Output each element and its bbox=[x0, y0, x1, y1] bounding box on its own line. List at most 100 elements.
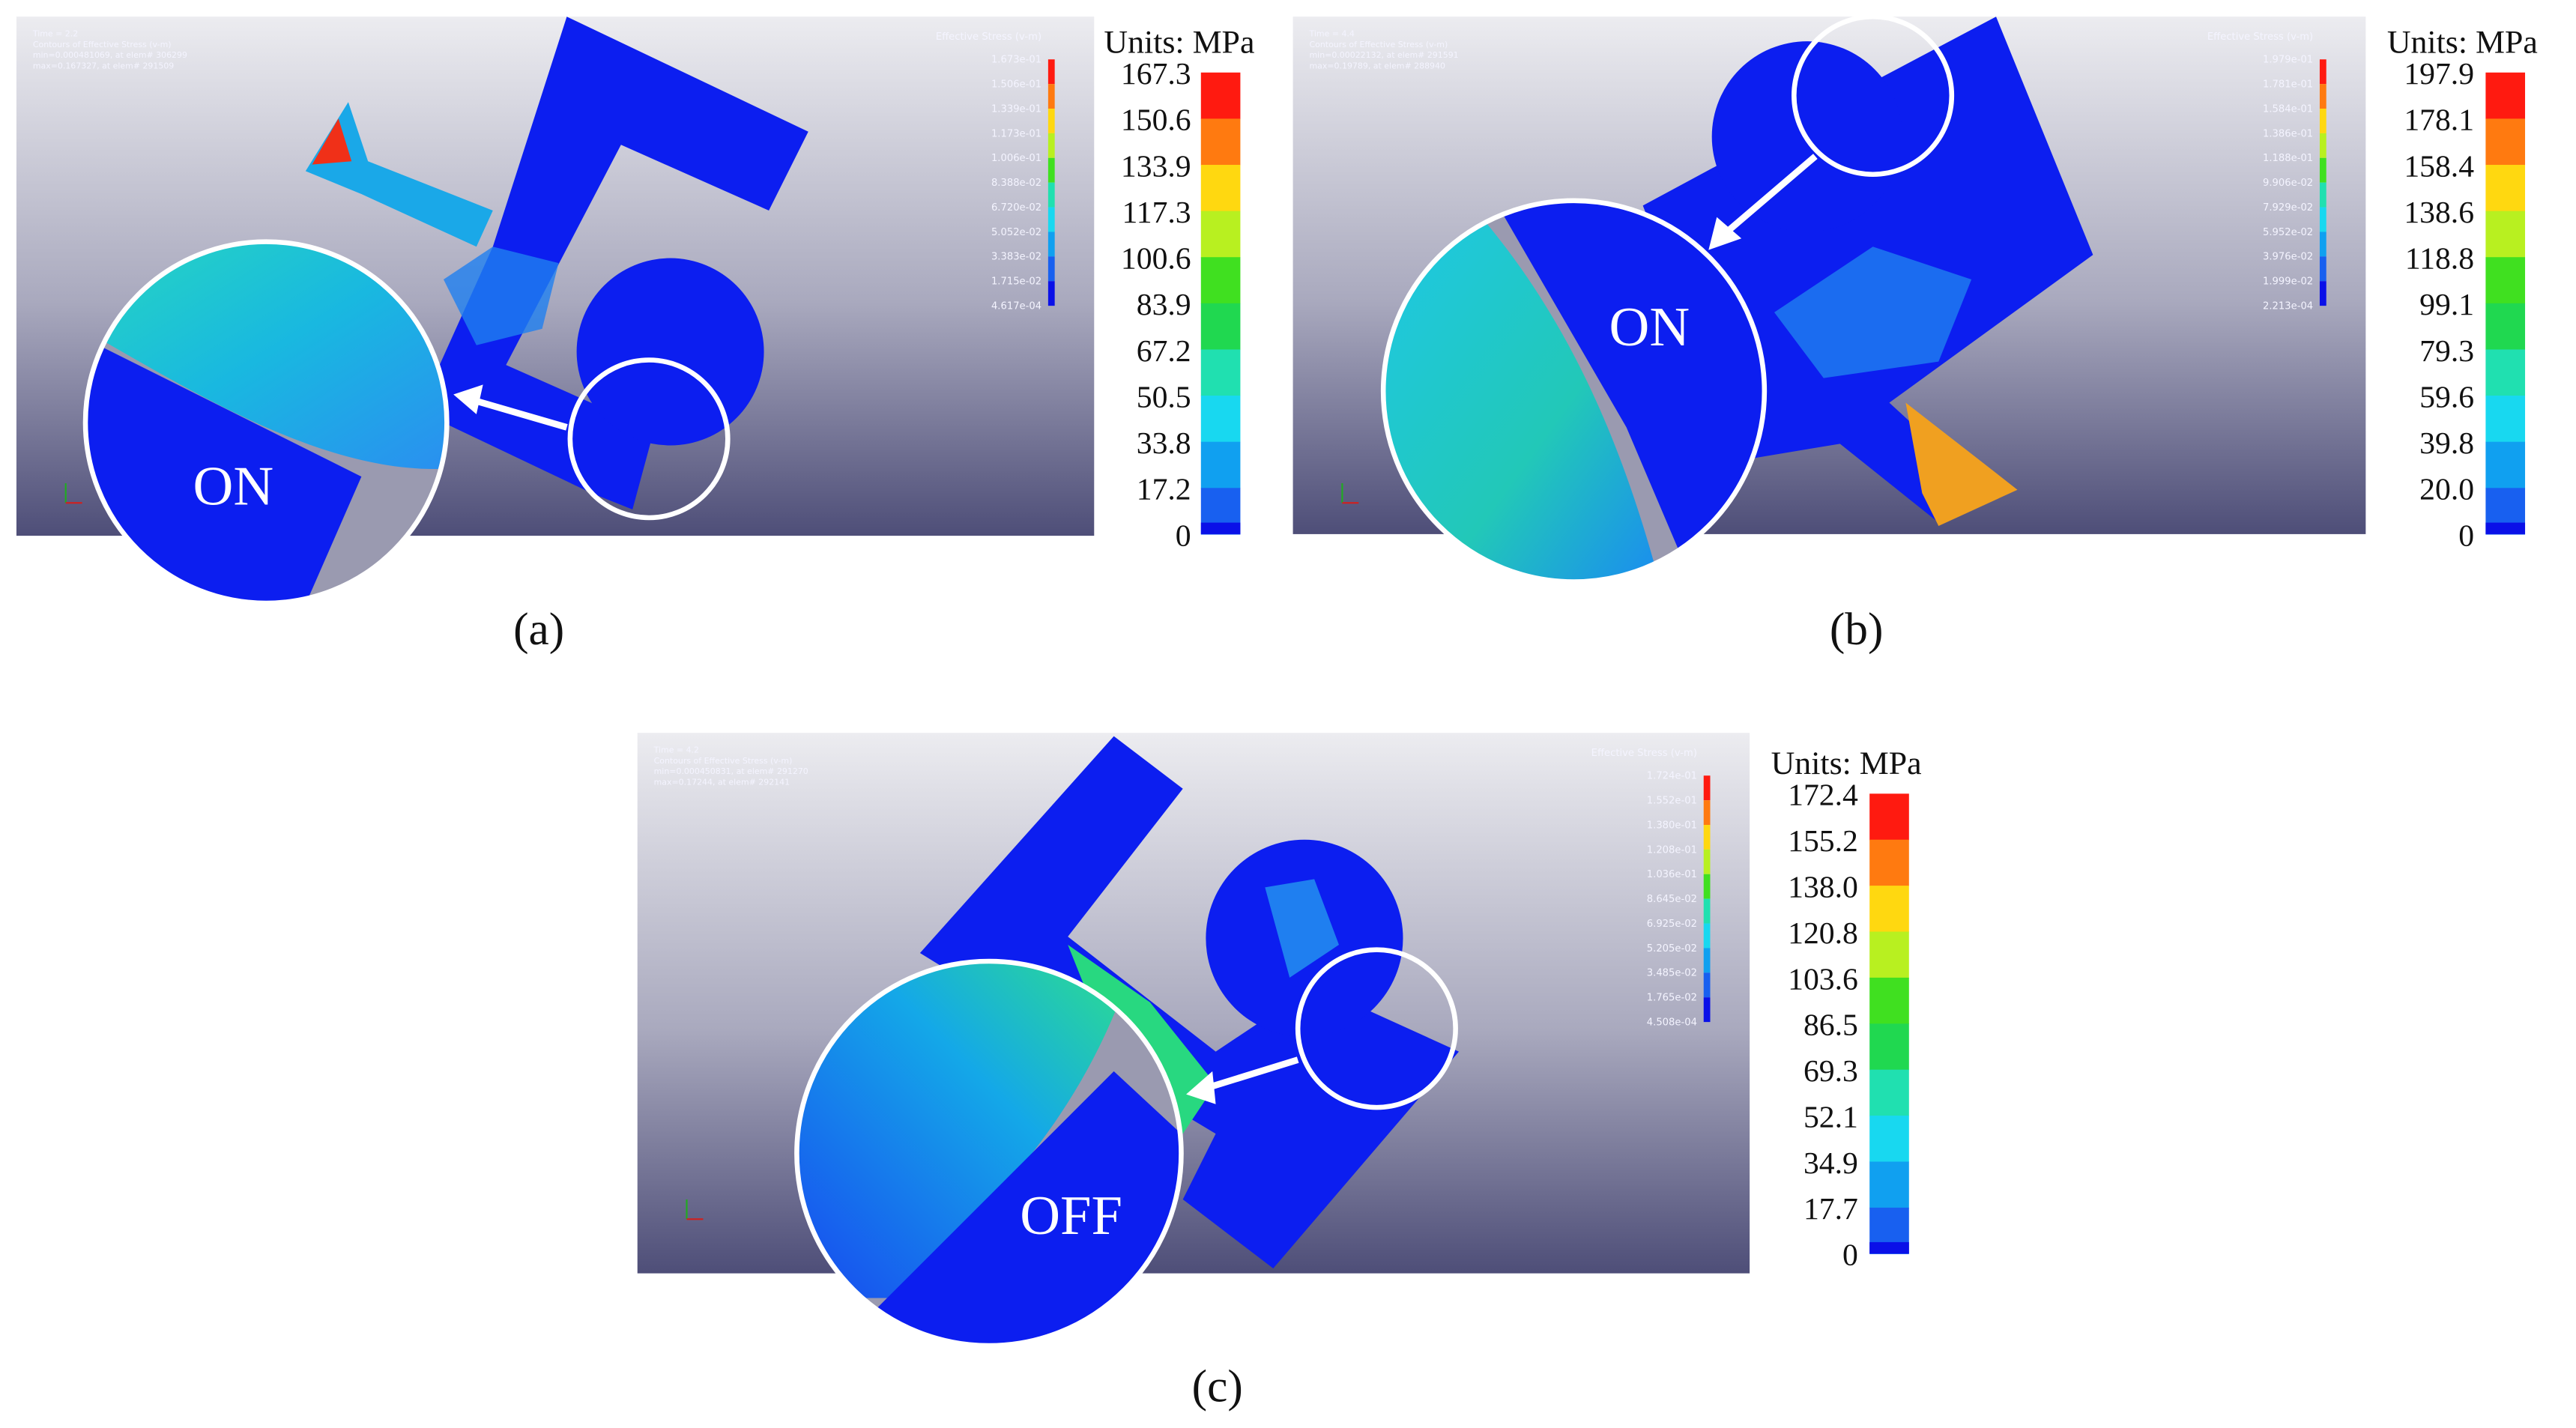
plot-legend-swatch bbox=[1703, 948, 1711, 973]
colorbar-label: 0 bbox=[2458, 518, 2474, 553]
colorbar-label: 17.2 bbox=[1137, 473, 1191, 507]
colorbar-label: 118.8 bbox=[2405, 242, 2474, 276]
colorbar-segment bbox=[1869, 1116, 1909, 1163]
panel-a bbox=[16, 16, 1095, 606]
plot-legend-value: 6.925e-02 bbox=[1647, 919, 1697, 930]
plot-header: max=0.19789, at elem# 288940 bbox=[1310, 61, 1445, 70]
arrow bbox=[475, 398, 568, 431]
plot-legend-value: 3.485e-02 bbox=[1647, 968, 1697, 979]
plot-legend-value: 1.673e-01 bbox=[991, 55, 1041, 66]
arrow bbox=[1723, 154, 1818, 236]
plot-legend-swatch bbox=[1703, 849, 1711, 874]
plot-header: min=0.000450831, at elem# 291270 bbox=[654, 766, 808, 776]
plot-legend-swatch bbox=[1703, 997, 1711, 1023]
plot-legend-swatch bbox=[1703, 898, 1711, 924]
plot-legend-value: 6.720e-02 bbox=[991, 202, 1041, 214]
zoom-disk bbox=[85, 241, 447, 469]
zoom-bracket bbox=[1495, 200, 1765, 582]
disk bbox=[576, 258, 764, 446]
plot-legend-value: 1.715e-02 bbox=[991, 276, 1041, 288]
plot-legend-swatch bbox=[2319, 133, 2326, 158]
plot-header: Time = 4.2 bbox=[653, 745, 699, 755]
plot-legend-value: 1.979e-01 bbox=[2263, 55, 2313, 66]
plot-legend-swatch bbox=[2319, 281, 2326, 306]
plot-legend-value: 1.584e-01 bbox=[2263, 103, 2313, 115]
disk-zone bbox=[1265, 879, 1339, 978]
colorbar-segment bbox=[1869, 1069, 1909, 1116]
plot-legend-swatch bbox=[1047, 84, 1055, 109]
plot-legend-value: 5.205e-02 bbox=[1647, 943, 1697, 954]
hotspot bbox=[312, 118, 352, 165]
plot-legend-value: 1.173e-01 bbox=[991, 128, 1041, 139]
colorbar-base bbox=[1869, 1241, 1909, 1254]
colorbar-segment bbox=[1200, 72, 1241, 120]
colorbar-segment bbox=[1869, 793, 1909, 841]
plot-legend-swatch bbox=[1703, 775, 1711, 801]
plot-legend-title: Effective Stress (v-m) bbox=[1591, 748, 1697, 759]
arrow-head bbox=[453, 384, 483, 414]
plot-header: Time = 2.2 bbox=[32, 29, 78, 39]
colorbar-label: 34.9 bbox=[1803, 1146, 1858, 1181]
colorbar-label: 59.6 bbox=[2419, 380, 2474, 414]
colorbar-segment bbox=[1200, 441, 1241, 488]
colorbar-label: 103.6 bbox=[1788, 962, 1858, 996]
colorbar-label: 172.4 bbox=[1788, 778, 1858, 813]
plot-header: Contours of Effective Stress (v-m) bbox=[33, 40, 172, 49]
colorbar-segment bbox=[1200, 165, 1241, 212]
plot-legend-swatch bbox=[1703, 800, 1711, 826]
plot-legend-swatch bbox=[1047, 109, 1055, 133]
colorbar-label: 120.8 bbox=[1788, 916, 1858, 951]
plot-legend-value: 8.388e-02 bbox=[991, 178, 1041, 189]
zoom-marker bbox=[1295, 947, 1458, 1110]
plot-header: max=0.167327, at elem# 291509 bbox=[33, 61, 174, 70]
plot-legend-swatch bbox=[1703, 923, 1711, 949]
colorbar-label: 167.3 bbox=[1121, 57, 1191, 91]
plot-legend-value: 4.508e-04 bbox=[1647, 1017, 1697, 1028]
colorbar-base bbox=[2485, 522, 2526, 534]
panel-label: (b) bbox=[1830, 604, 1884, 655]
panel-b bbox=[1292, 13, 2366, 584]
plot-legend-swatch bbox=[1047, 256, 1055, 282]
zoom-disk bbox=[796, 960, 1134, 1298]
zoom-circle bbox=[82, 239, 450, 606]
colorbar-label: 133.9 bbox=[1121, 149, 1191, 184]
plot-legend-swatch bbox=[1047, 207, 1055, 232]
arrow bbox=[1206, 1056, 1299, 1092]
plot-legend-swatch bbox=[1703, 972, 1711, 998]
plot-legend-value: 4.617e-04 bbox=[991, 301, 1041, 312]
plot-legend-swatch bbox=[2319, 182, 2326, 208]
colorbar-label: 79.3 bbox=[2419, 334, 2474, 369]
colorbar-segment bbox=[2485, 211, 2526, 258]
hotspot bbox=[1905, 402, 2018, 526]
plot-legend-value: 8.645e-02 bbox=[1647, 894, 1697, 905]
plot-legend-swatch bbox=[1047, 281, 1055, 306]
plot-header: Time = 4.4 bbox=[1309, 29, 1355, 39]
colorbar-segment bbox=[1869, 886, 1909, 933]
plot-legend-value: 1.208e-01 bbox=[1647, 844, 1697, 856]
panel-c bbox=[637, 733, 1750, 1349]
plot-legend-value: 1.724e-01 bbox=[1647, 771, 1697, 782]
colorbar-label: 100.6 bbox=[1121, 242, 1191, 276]
plot-legend-value: 1.339e-01 bbox=[991, 103, 1041, 115]
plot-legend-value: 1.781e-01 bbox=[2263, 79, 2313, 91]
colorbar-label: 138.6 bbox=[2404, 196, 2474, 230]
colorbar-segment bbox=[1200, 211, 1241, 258]
plot-legend-title: Effective Stress (v-m) bbox=[2207, 31, 2313, 43]
colorbar-segment bbox=[2485, 396, 2526, 443]
units-label: Units: MPa bbox=[1771, 745, 1922, 781]
plot-legend-swatch bbox=[2319, 109, 2326, 133]
plot-legend-swatch bbox=[1703, 825, 1711, 850]
plot-legend-value: 1.036e-01 bbox=[1647, 869, 1697, 880]
colorbar-segment bbox=[2485, 303, 2526, 351]
stress-zone bbox=[1774, 246, 1972, 378]
colorbar-label: 0 bbox=[1176, 518, 1191, 553]
plot-legend-swatch bbox=[2319, 232, 2326, 257]
colorbar-label: 86.5 bbox=[1803, 1008, 1858, 1043]
plot-legend-title: Effective Stress (v-m) bbox=[936, 31, 1041, 43]
plot-legend-value: 1.552e-01 bbox=[1647, 795, 1697, 806]
plot-legend-swatch bbox=[2319, 207, 2326, 232]
colorbar-segment bbox=[1200, 396, 1241, 443]
plot-legend-swatch bbox=[2319, 84, 2326, 109]
colorbar-label: 0 bbox=[1842, 1238, 1858, 1273]
colorbar-segment bbox=[1200, 349, 1241, 396]
